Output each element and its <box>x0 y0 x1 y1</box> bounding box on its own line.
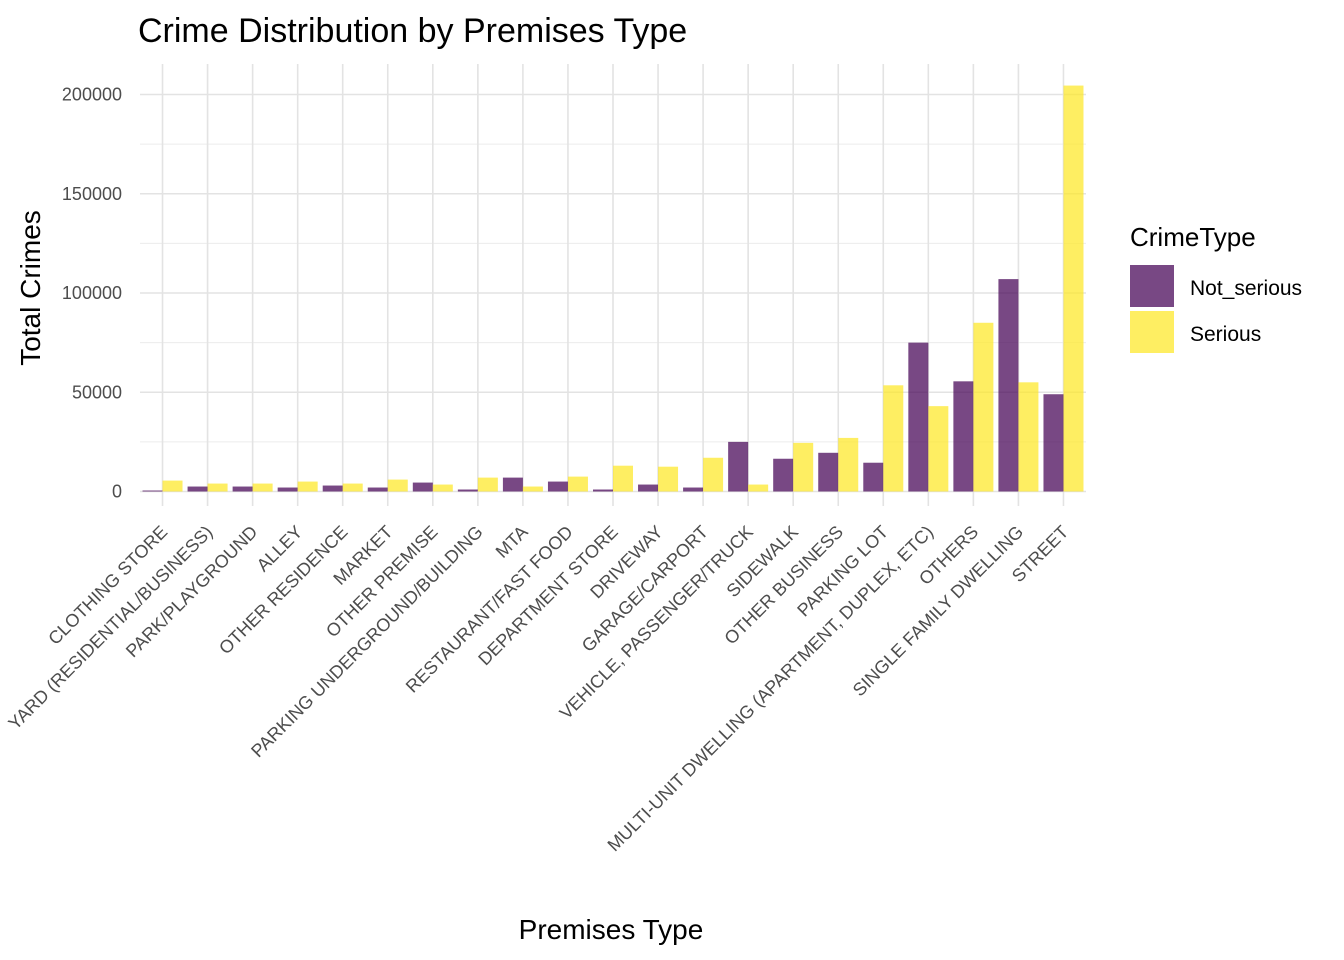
bar-not-serious <box>728 441 749 492</box>
bars <box>142 85 1084 492</box>
bar-serious <box>522 486 543 492</box>
legend-title: CrimeType <box>1130 222 1256 252</box>
legend-key-not-serious <box>1130 265 1174 307</box>
y-tick-label: 200000 <box>62 85 122 105</box>
bar-not-serious <box>953 381 974 492</box>
bar-serious <box>297 481 318 492</box>
y-axis-label: Total Crimes <box>15 210 46 366</box>
bar-serious <box>973 322 994 492</box>
y-tick-labels: 0 50000 100000 150000 200000 <box>62 85 122 502</box>
bar-not-serious <box>998 279 1019 492</box>
bar-serious <box>883 385 904 492</box>
bar-not-serious <box>367 487 388 492</box>
bar-not-serious <box>502 477 523 492</box>
bar-not-serious <box>232 486 253 492</box>
bar-serious <box>432 484 453 492</box>
bar-not-serious <box>863 462 884 492</box>
bar-not-serious <box>773 458 794 492</box>
bar-serious <box>1018 382 1039 492</box>
y-tick-label: 100000 <box>62 283 122 303</box>
bar-serious <box>567 476 588 492</box>
legend-label-not-serious: Not_serious <box>1190 277 1302 300</box>
bar-not-serious <box>1043 394 1064 492</box>
bar-serious <box>387 479 408 492</box>
bar-serious <box>613 465 633 492</box>
chart-title: Crime Distribution by Premises Type <box>138 12 687 50</box>
bar-not-serious <box>412 482 433 492</box>
bar-serious <box>342 483 363 492</box>
bar-not-serious <box>638 484 659 492</box>
bar-not-serious <box>277 487 298 492</box>
x-axis-label: Premises Type <box>519 914 704 945</box>
bar-not-serious <box>683 487 704 492</box>
bar-serious <box>658 466 679 492</box>
y-tick-label: 50000 <box>72 382 122 402</box>
legend: CrimeType Not_serious Serious <box>1130 222 1302 353</box>
legend-key-serious <box>1130 311 1174 353</box>
bar-serious <box>252 483 273 492</box>
legend-label-serious: Serious <box>1190 323 1261 346</box>
x-tick-label: YARD (RESIDENTIAL/BUSINESS) <box>4 522 216 734</box>
bar-not-serious <box>322 485 343 492</box>
bar-serious <box>1063 85 1084 492</box>
bar-not-serious <box>187 486 208 492</box>
bar-serious <box>928 406 949 492</box>
bar-not-serious <box>593 489 613 492</box>
bar-serious <box>703 457 724 492</box>
bar-serious <box>162 480 183 492</box>
y-tick-label: 0 <box>112 482 122 502</box>
bar-serious <box>838 437 859 492</box>
bar-serious <box>793 442 814 492</box>
bar-not-serious <box>457 489 478 492</box>
bar-not-serious <box>908 342 929 492</box>
bar-serious <box>748 484 769 492</box>
bar-serious <box>477 477 498 492</box>
bar-not-serious <box>547 481 568 492</box>
y-tick-label: 150000 <box>62 184 122 204</box>
x-tick-label: MTA <box>492 522 532 562</box>
bar-not-serious <box>818 452 839 492</box>
bar-serious <box>207 483 228 492</box>
bar-not-serious <box>142 490 163 492</box>
